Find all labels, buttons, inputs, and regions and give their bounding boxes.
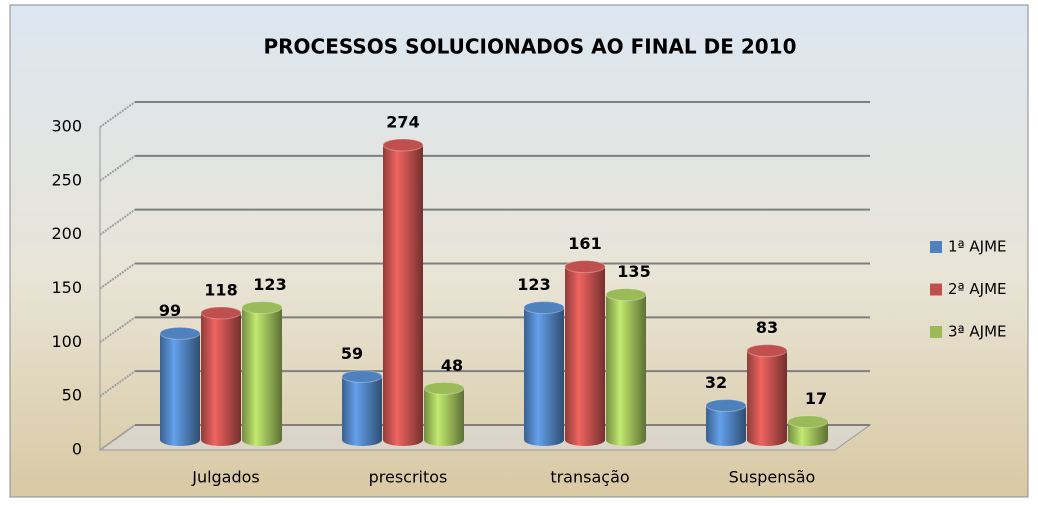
bar-top bbox=[241, 301, 283, 315]
legend-swatch bbox=[930, 326, 942, 338]
legend-swatch bbox=[930, 241, 942, 253]
y-tick-label: 50 bbox=[62, 386, 82, 405]
data-label: 48 bbox=[441, 356, 463, 375]
bar bbox=[424, 382, 464, 446]
grid-line bbox=[99, 155, 136, 182]
grid-line bbox=[99, 370, 136, 397]
bar bbox=[747, 344, 787, 446]
x-tick-label: prescritos bbox=[369, 468, 448, 487]
data-label: 274 bbox=[386, 112, 419, 131]
legend-label: 1ª AJME bbox=[948, 238, 1006, 256]
bar-top bbox=[605, 288, 647, 302]
data-label: 59 bbox=[341, 344, 363, 363]
bar bbox=[606, 288, 646, 446]
data-label: 32 bbox=[705, 373, 727, 392]
data-label: 118 bbox=[204, 280, 237, 299]
legend-label: 3ª AJME bbox=[948, 323, 1006, 341]
bar-top bbox=[200, 306, 242, 320]
bar bbox=[383, 138, 423, 446]
bar bbox=[565, 260, 605, 446]
data-label: 99 bbox=[159, 301, 181, 320]
bar-top bbox=[705, 399, 747, 413]
grid-line bbox=[99, 316, 136, 344]
bar-top bbox=[523, 301, 565, 315]
x-tick-label: Suspensão bbox=[729, 468, 816, 487]
bar bbox=[160, 327, 200, 446]
y-tick-label: 200 bbox=[51, 224, 82, 243]
bar bbox=[242, 301, 282, 446]
data-label: 135 bbox=[617, 262, 650, 281]
bar-top bbox=[423, 381, 465, 395]
data-label: 123 bbox=[253, 275, 286, 294]
legend-swatch bbox=[930, 283, 942, 296]
chart-title: PROCESSOS SOLUCIONADOS AO FINAL DE 2010 bbox=[263, 35, 796, 59]
bar-top bbox=[159, 326, 201, 340]
data-label: 123 bbox=[517, 275, 550, 294]
data-label: 17 bbox=[805, 389, 827, 408]
bar-top bbox=[341, 369, 383, 383]
bar-top bbox=[787, 415, 829, 429]
y-tick-label: 150 bbox=[51, 278, 82, 297]
y-tick-label: 0 bbox=[72, 440, 82, 459]
bar-top bbox=[564, 260, 606, 274]
x-tick-label: Julgados bbox=[191, 468, 260, 487]
grid-line bbox=[99, 424, 136, 451]
legend-label: 2ª AJME bbox=[948, 280, 1006, 298]
y-tick-label: 300 bbox=[51, 117, 82, 136]
y-tick-label: 250 bbox=[51, 170, 82, 189]
grid-line bbox=[99, 208, 136, 236]
bar-top bbox=[746, 344, 788, 358]
bar bbox=[706, 399, 746, 446]
bar bbox=[524, 301, 564, 446]
x-tick-label: transação bbox=[550, 468, 629, 487]
grid-line bbox=[99, 262, 136, 290]
y-tick-label: 100 bbox=[51, 332, 82, 351]
data-label: 161 bbox=[568, 234, 601, 253]
data-label: 83 bbox=[756, 318, 778, 337]
bar-top bbox=[382, 138, 424, 152]
bar bbox=[342, 370, 382, 446]
bar bbox=[201, 306, 241, 446]
grid-line bbox=[99, 101, 136, 128]
